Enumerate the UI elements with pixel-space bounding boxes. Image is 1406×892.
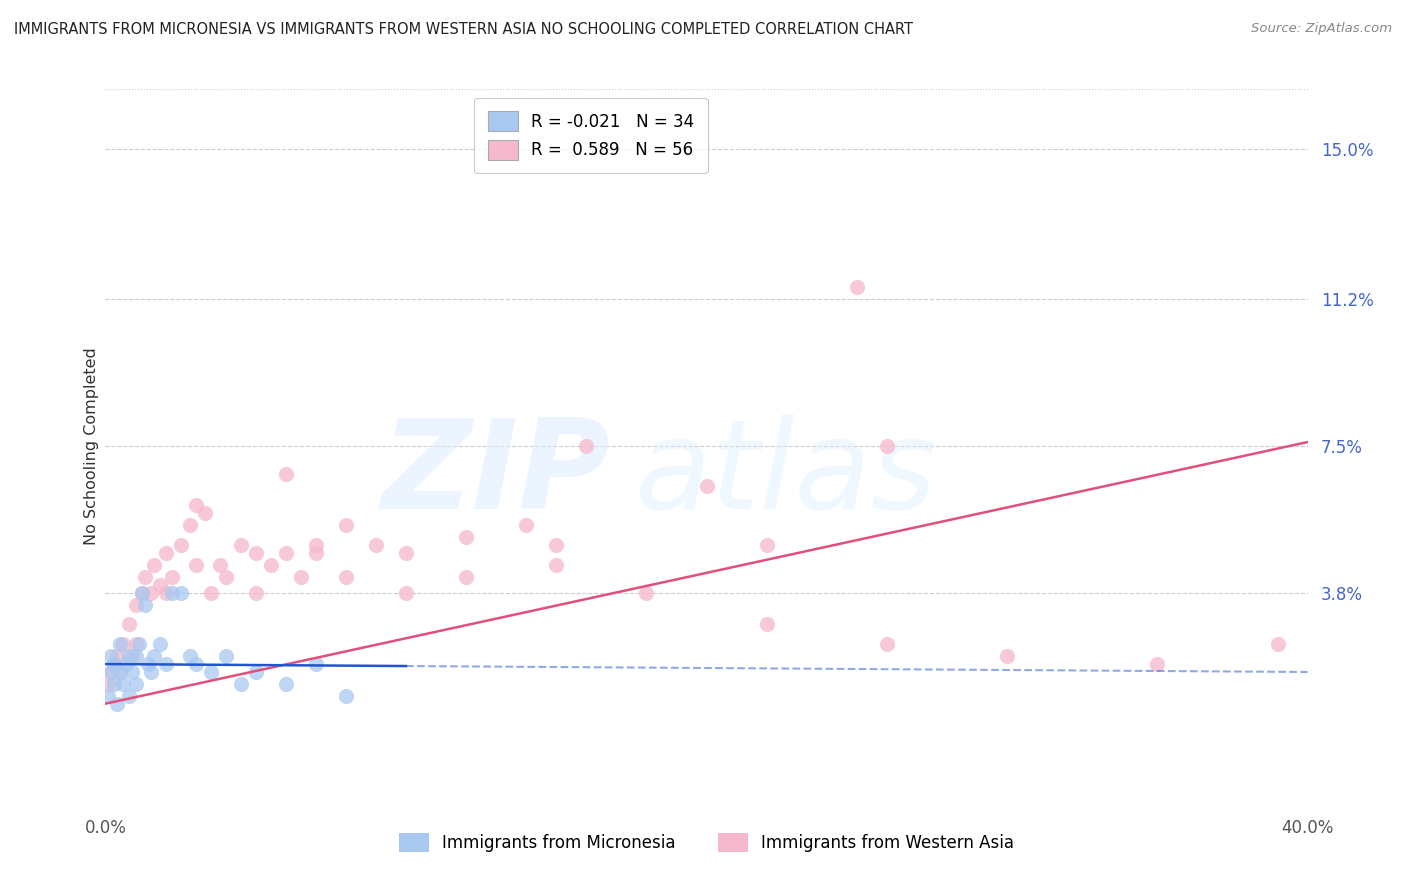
Point — [696, 478, 718, 492]
Point — [305, 546, 328, 560]
Point — [118, 689, 141, 703]
Text: Source: ZipAtlas.com: Source: ZipAtlas.com — [1251, 22, 1392, 36]
Point — [97, 677, 120, 691]
Point — [103, 657, 125, 671]
Point — [245, 665, 267, 679]
Point — [274, 677, 297, 691]
Point — [1267, 637, 1289, 651]
Point — [139, 665, 162, 679]
Point — [124, 637, 146, 651]
Point — [107, 649, 129, 664]
Point — [184, 499, 207, 513]
Point — [274, 546, 297, 560]
Point — [260, 558, 283, 572]
Point — [876, 439, 898, 453]
Point — [128, 637, 150, 651]
Point — [124, 649, 146, 664]
Point — [155, 546, 177, 560]
Point — [103, 677, 125, 691]
Point — [179, 649, 201, 664]
Point — [110, 637, 132, 651]
Point — [274, 467, 297, 481]
Point — [103, 657, 125, 671]
Point — [845, 280, 868, 294]
Point — [179, 518, 201, 533]
Point — [100, 665, 122, 679]
Legend: Immigrants from Micronesia, Immigrants from Western Asia: Immigrants from Micronesia, Immigrants f… — [392, 827, 1021, 859]
Point — [546, 558, 568, 572]
Point — [546, 538, 568, 552]
Y-axis label: No Schooling Completed: No Schooling Completed — [83, 347, 98, 545]
Point — [169, 585, 191, 599]
Point — [200, 665, 222, 679]
Point — [755, 617, 778, 632]
Text: atlas: atlas — [634, 414, 936, 535]
Point — [335, 570, 357, 584]
Point — [139, 585, 162, 599]
Point — [200, 585, 222, 599]
Point — [454, 570, 477, 584]
Point — [995, 649, 1018, 664]
Point — [876, 637, 898, 651]
Point — [100, 665, 122, 679]
Point — [160, 585, 183, 599]
Point — [148, 637, 170, 651]
Point — [112, 677, 135, 691]
Point — [142, 558, 165, 572]
Point — [636, 585, 658, 599]
Point — [305, 657, 328, 671]
Point — [1146, 657, 1168, 671]
Point — [515, 518, 537, 533]
Point — [245, 546, 267, 560]
Point — [118, 617, 141, 632]
Point — [115, 657, 138, 671]
Point — [100, 649, 122, 664]
Point — [121, 665, 143, 679]
Point — [121, 649, 143, 664]
Point — [245, 585, 267, 599]
Point — [335, 689, 357, 703]
Point — [155, 585, 177, 599]
Point — [335, 518, 357, 533]
Point — [131, 585, 153, 599]
Point — [112, 637, 135, 651]
Point — [184, 657, 207, 671]
Point — [134, 598, 156, 612]
Point — [290, 570, 312, 584]
Point — [194, 507, 217, 521]
Point — [214, 649, 236, 664]
Point — [229, 538, 252, 552]
Point — [755, 538, 778, 552]
Point — [160, 570, 183, 584]
Point — [229, 677, 252, 691]
Point — [124, 598, 146, 612]
Point — [575, 439, 598, 453]
Point — [107, 697, 129, 711]
Text: IMMIGRANTS FROM MICRONESIA VS IMMIGRANTS FROM WESTERN ASIA NO SCHOOLING COMPLETE: IMMIGRANTS FROM MICRONESIA VS IMMIGRANTS… — [14, 22, 912, 37]
Point — [136, 657, 159, 671]
Point — [131, 585, 153, 599]
Point — [155, 657, 177, 671]
Point — [184, 558, 207, 572]
Point — [142, 649, 165, 664]
Point — [110, 665, 132, 679]
Point — [395, 585, 418, 599]
Point — [134, 570, 156, 584]
Point — [124, 677, 146, 691]
Point — [97, 689, 120, 703]
Point — [208, 558, 231, 572]
Point — [395, 546, 418, 560]
Point — [110, 665, 132, 679]
Point — [305, 538, 328, 552]
Text: ZIP: ZIP — [381, 414, 610, 535]
Point — [364, 538, 387, 552]
Point — [118, 649, 141, 664]
Point — [454, 530, 477, 544]
Point — [214, 570, 236, 584]
Point — [169, 538, 191, 552]
Point — [148, 578, 170, 592]
